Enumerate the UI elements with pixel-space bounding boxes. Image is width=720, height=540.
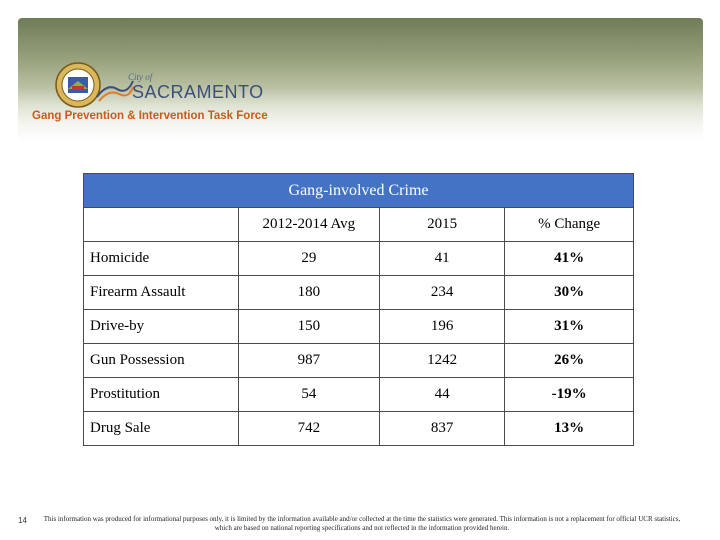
column-header-avg: 2012-2014 Avg [237, 207, 380, 242]
cell-avg: 742 [237, 411, 380, 446]
cell-change: 13% [504, 411, 634, 446]
crime-table: Gang-involved Crime 2012-2014 Avg 2015 %… [83, 173, 634, 446]
river-swoosh-icon [96, 80, 134, 102]
cell-avg: 180 [237, 275, 380, 310]
table-row: Prostitution 54 44 -19% [83, 377, 634, 412]
table-header-row: 2012-2014 Avg 2015 % Change [83, 207, 634, 242]
header-banner [18, 18, 703, 143]
cell-avg: 150 [237, 309, 380, 344]
cell-change: 30% [504, 275, 634, 310]
table-row: Gun Possession 987 1242 26% [83, 343, 634, 378]
column-header-2015: 2015 [378, 207, 506, 242]
cell-2015: 44 [378, 377, 506, 412]
city-seal-icon [55, 62, 101, 108]
table-row: Homicide 29 41 41% [83, 241, 634, 276]
table-title: Gang-involved Crime [83, 173, 634, 208]
cell-2015: 41 [378, 241, 506, 276]
cell-2015: 234 [378, 275, 506, 310]
row-label: Gun Possession [83, 343, 239, 378]
row-label: Homicide [83, 241, 239, 276]
cell-2015: 1242 [378, 343, 506, 378]
cell-avg: 54 [237, 377, 380, 412]
disclaimer-footnote: This information was produced for inform… [43, 515, 681, 532]
row-label: Drive-by [83, 309, 239, 344]
logo-city-of: City of [128, 72, 153, 82]
row-label: Drug Sale [83, 411, 239, 446]
cell-change: 26% [504, 343, 634, 378]
row-label: Firearm Assault [83, 275, 239, 310]
row-label: Prostitution [83, 377, 239, 412]
cell-avg: 29 [237, 241, 380, 276]
cell-2015: 196 [378, 309, 506, 344]
cell-change: 41% [504, 241, 634, 276]
cell-change: -19% [504, 377, 634, 412]
column-header-change: % Change [504, 207, 634, 242]
cell-2015: 837 [378, 411, 506, 446]
column-header-category [83, 207, 239, 242]
table-row: Drug Sale 742 837 13% [83, 411, 634, 446]
cell-change: 31% [504, 309, 634, 344]
table-row: Drive-by 150 196 31% [83, 309, 634, 344]
table-row: Firearm Assault 180 234 30% [83, 275, 634, 310]
table-title-row: Gang-involved Crime [83, 173, 634, 208]
slide-number: 14 [18, 516, 27, 525]
task-force-title: Gang Prevention & Intervention Task Forc… [32, 110, 268, 122]
cell-avg: 987 [237, 343, 380, 378]
logo-city-name: SACRAMENTO [132, 82, 264, 102]
